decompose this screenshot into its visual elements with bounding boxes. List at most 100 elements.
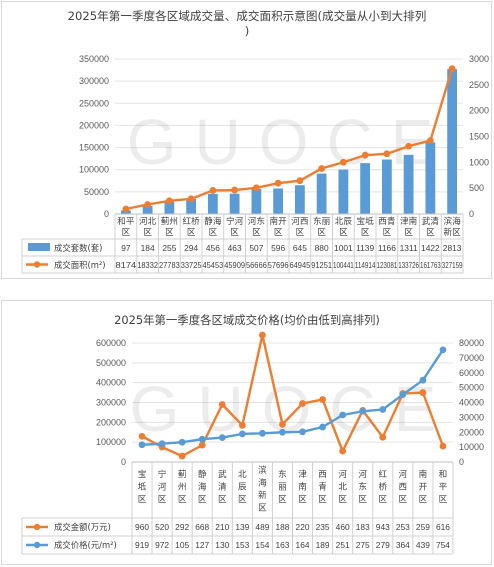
- bar: [338, 169, 349, 214]
- chart-panel-volume: 2025年第一季度各区域成交量、成交面积示意图(成交量从小到大排列) 0 50000…: [1, 1, 492, 279]
- bar: [360, 163, 371, 214]
- line-point: [405, 142, 413, 150]
- price-chart: 2025年第一季度各区域成交价格(均价由低到高排列)01000002000003…: [21, 313, 484, 555]
- table-cell: 460: [336, 522, 350, 532]
- legend-key-point: [33, 541, 41, 549]
- y-left-tick: 300000: [79, 76, 109, 86]
- x-category-char: 区: [198, 494, 207, 505]
- y-right-tick: 50000: [459, 383, 484, 393]
- x-category-char: 区: [298, 494, 307, 505]
- table-cell: 754: [436, 540, 450, 550]
- x-category-char: 津: [298, 469, 307, 480]
- y-right-tick: 30000: [459, 412, 484, 422]
- x-category-char: 河: [399, 468, 408, 480]
- x-category-char: 东: [358, 481, 367, 493]
- line-point: [187, 195, 195, 203]
- x-category-char: 区: [378, 494, 387, 505]
- table-cell: 668: [195, 522, 209, 532]
- bar: [142, 205, 153, 214]
- y-right-tick: 40000: [459, 398, 484, 408]
- x-category-label-bottom: 区: [165, 227, 174, 238]
- legend-label: 成交套数(套): [54, 243, 102, 253]
- table-cell: 130: [215, 540, 229, 550]
- table-cell: 520: [155, 522, 169, 532]
- bar: [164, 201, 175, 214]
- table-cell: 1311: [400, 243, 418, 253]
- x-category-label-top: 静海: [204, 215, 222, 227]
- line-point: [209, 187, 217, 194]
- x-category-label-bottom: 区: [252, 227, 261, 238]
- table-cell: 439: [416, 540, 430, 550]
- table-cell: 294: [184, 243, 198, 253]
- table-cell: 645: [293, 243, 307, 253]
- table-cell: 463: [228, 243, 242, 253]
- x-category-char: 区: [419, 494, 428, 505]
- line-point: [419, 389, 427, 396]
- line-point: [296, 177, 304, 185]
- legend-label: 成交金额(万元): [54, 522, 111, 532]
- x-category-label-top: 蓟州: [161, 215, 178, 227]
- line-point: [198, 441, 206, 449]
- line-point: [231, 186, 239, 194]
- table-cell: 220: [296, 522, 310, 532]
- table-cell: 100441: [333, 260, 354, 270]
- line-point: [138, 432, 146, 440]
- x-category-char: 州: [178, 483, 187, 493]
- table-cell: 616: [436, 522, 450, 532]
- y-left-tick: 600000: [96, 338, 126, 348]
- x-category-char: 区: [218, 494, 227, 505]
- table-cell: 279: [376, 540, 390, 550]
- x-category-char: 东: [278, 468, 287, 480]
- bar: [186, 199, 197, 214]
- table-cell: 56666: [246, 260, 267, 270]
- x-category-char: 区: [258, 503, 267, 514]
- y-left-tick: 200000: [79, 120, 109, 130]
- line-point: [238, 421, 246, 429]
- table-cell: 1001: [334, 243, 353, 253]
- table-cell: 45453: [203, 260, 224, 270]
- x-category-char: 区: [238, 494, 247, 505]
- table-cell: 33725: [181, 260, 202, 270]
- x-category-char: 南: [298, 481, 307, 493]
- x-category-char: 北: [238, 469, 247, 480]
- table-cell: 57696: [268, 260, 289, 270]
- table-cell: 154: [255, 540, 269, 550]
- x-category-char: 宁: [158, 468, 167, 480]
- bar: [425, 142, 436, 214]
- table-cell: 45909: [224, 260, 245, 270]
- watermark: GUOCE: [127, 106, 452, 178]
- x-category-label-top: 宁河: [226, 215, 244, 227]
- table-cell: 489: [255, 522, 269, 532]
- chart-title-line2: ): [245, 24, 250, 38]
- x-category-char: 南: [419, 468, 428, 480]
- x-category-char: 清: [218, 481, 227, 493]
- bar: [251, 188, 262, 214]
- table-cell: 253: [396, 522, 410, 532]
- table-cell: 153: [235, 540, 249, 550]
- x-category-label-top: 津南: [400, 215, 418, 227]
- y-left-tick: 100000: [96, 437, 126, 447]
- line-point: [319, 396, 326, 403]
- x-category-label-bottom: 区: [230, 227, 239, 238]
- y-right-tick: 60000: [459, 368, 484, 378]
- x-category-label-bottom: 区: [404, 227, 413, 238]
- table-cell: 1166: [378, 243, 396, 253]
- watermark: GUOCE: [130, 373, 455, 445]
- y-left-tick: 350000: [79, 54, 109, 64]
- x-category-label-top: 南开: [270, 215, 288, 227]
- chart-panel-price: 2025年第一季度各区域成交价格(均价由低到高排列) 0 100000 200000 3…: [1, 300, 492, 565]
- x-category-label-bottom: 区: [143, 227, 152, 238]
- line-point: [383, 150, 391, 158]
- y-left-tick: 100000: [79, 165, 109, 175]
- table-cell: 188: [275, 522, 289, 532]
- series-line-amount: [141, 334, 445, 458]
- table-cell: 235: [316, 522, 330, 532]
- table-cell: 161763: [420, 260, 441, 270]
- x-category-label-top: 和平: [117, 216, 135, 227]
- legend-key-point: [33, 261, 41, 268]
- x-category-char: 北: [338, 482, 347, 493]
- x-category-char: 河: [158, 481, 167, 493]
- x-category-char: 辰: [238, 482, 247, 493]
- line-point: [165, 197, 173, 205]
- bar: [294, 185, 305, 214]
